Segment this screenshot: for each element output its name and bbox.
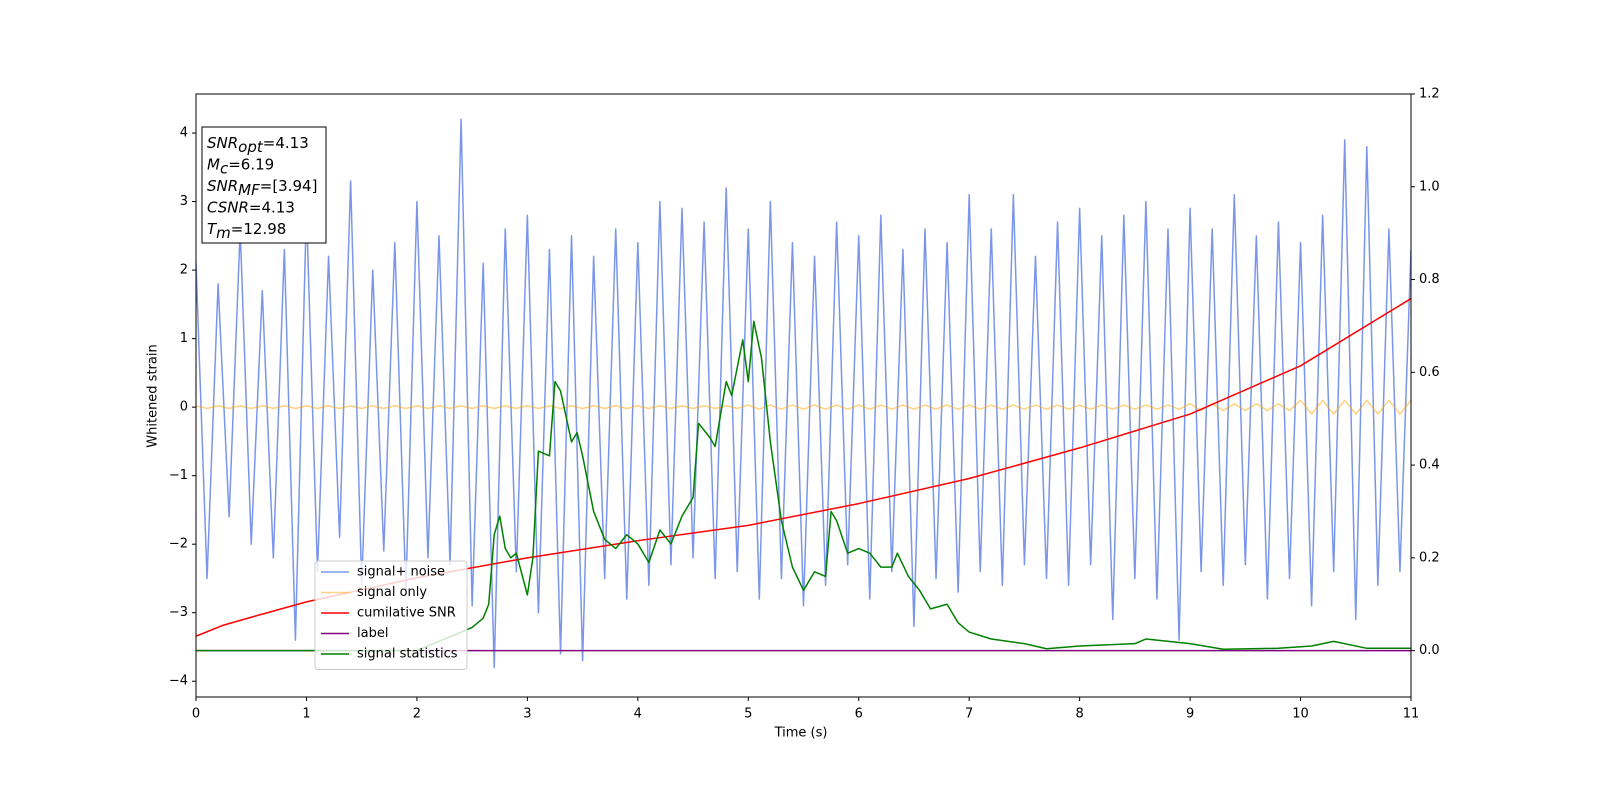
legend: signal+ noise signal only cumilative SNR la… xyxy=(314,560,468,670)
info-value: =[3.94] xyxy=(260,177,318,195)
legend-label: label xyxy=(357,626,388,641)
y-tick-label: −1 xyxy=(169,468,188,483)
y2-tick-label: 0.4 xyxy=(1419,458,1440,473)
x-axis-label: Time (s) xyxy=(774,726,828,741)
info-subscript: m xyxy=(216,224,231,242)
info-subscript: c xyxy=(220,159,229,177)
x-tick-label: 9 xyxy=(1186,707,1194,722)
info-line: SNRopt=4.13 xyxy=(207,134,309,156)
info-line: Mc=6.19 xyxy=(207,155,274,177)
info-line: SNRMF=[3.94] xyxy=(207,177,317,199)
y2-tick-label: 0.8 xyxy=(1419,272,1440,287)
info-box: SNRopt=4.13Mc=6.19SNRMF=[3.94]CSNR=4.13T… xyxy=(201,126,327,244)
info-box-frame xyxy=(201,126,327,244)
y2-tick-label: 0.0 xyxy=(1419,643,1440,658)
y-tick-label: −2 xyxy=(169,537,188,552)
x-tick-label: 4 xyxy=(634,707,642,722)
info-line: CSNR=4.13 xyxy=(207,198,295,216)
x-tick-label: 11 xyxy=(1403,707,1420,722)
y2-tick-label: 0.6 xyxy=(1419,365,1440,380)
legend-label: cumilative SNR xyxy=(357,606,456,621)
y-tick-label: 3 xyxy=(180,194,188,209)
legend-label: signal+ noise xyxy=(357,565,445,580)
y-axis-label: Whitened strain xyxy=(146,344,161,447)
series-line xyxy=(196,297,1411,637)
x-tick-label: 6 xyxy=(855,707,863,722)
y-tick-label: −3 xyxy=(169,605,188,620)
y-tick-label: 1 xyxy=(180,331,188,346)
y-tick-label: −4 xyxy=(169,674,188,689)
info-symbol: SNR xyxy=(207,134,238,152)
info-subscript: opt xyxy=(238,138,264,156)
legend-frame xyxy=(314,560,468,670)
info-symbol: CSNR xyxy=(207,198,249,216)
info-value: =12.98 xyxy=(231,220,287,238)
info-symbol: T xyxy=(207,220,218,238)
info-subscript: MF xyxy=(238,181,260,199)
series-line xyxy=(196,118,1411,669)
series-line xyxy=(196,320,1411,652)
legend-label: signal statistics xyxy=(357,647,458,662)
y2-tick-label: 1.0 xyxy=(1419,179,1440,194)
x-tick-label: 1 xyxy=(302,707,310,722)
info-line: Tm=12.98 xyxy=(207,220,286,242)
x-tick-label: 0 xyxy=(192,707,200,722)
x-tick-label: 8 xyxy=(1075,707,1083,722)
x-tick-label: 2 xyxy=(413,707,421,722)
x-tick-label: 3 xyxy=(523,707,531,722)
info-value: =4.13 xyxy=(263,134,309,152)
x-tick-label: 5 xyxy=(744,707,752,722)
x-tick-label: 7 xyxy=(965,707,973,722)
x-tick-label: 10 xyxy=(1292,707,1309,722)
info-symbol: M xyxy=(207,155,220,173)
axes-frame xyxy=(195,93,1412,698)
y-tick-label: 2 xyxy=(180,263,188,278)
legend-label: signal only xyxy=(357,585,427,600)
y2-tick-label: 1.2 xyxy=(1419,87,1440,102)
y-tick-label: 4 xyxy=(180,126,188,141)
info-value: =4.13 xyxy=(249,198,295,216)
info-value: =6.19 xyxy=(228,155,274,173)
y-tick-label: 0 xyxy=(180,400,188,415)
y2-tick-label: 0.2 xyxy=(1419,550,1440,565)
info-symbol: SNR xyxy=(207,177,238,195)
